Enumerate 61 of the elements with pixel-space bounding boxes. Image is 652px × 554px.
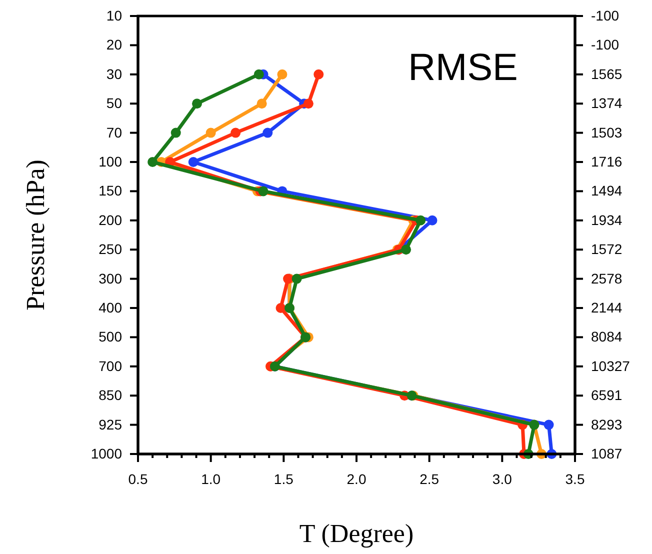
y-tick-label: 300 [98, 270, 122, 286]
point [277, 69, 288, 80]
y-tick-label: 70 [106, 124, 122, 140]
point [262, 128, 273, 138]
y2-tick-label: 1572 [591, 241, 622, 258]
point [314, 69, 324, 80]
point [303, 98, 314, 109]
y-tick-label: 30 [106, 66, 122, 82]
point [188, 157, 198, 167]
y-tick-label: 100 [98, 153, 122, 170]
y2-tick-label: 10327 [591, 358, 630, 374]
text: RMSE [408, 47, 518, 89]
point [148, 157, 158, 167]
y-axis-title: Pressure (hPa) [21, 160, 50, 310]
y2-tick-label: 8084 [591, 328, 622, 345]
point [170, 128, 181, 138]
y2-tick-label: 6591 [591, 387, 622, 404]
y-tick-label: 850 [98, 387, 122, 404]
point [292, 274, 302, 284]
y-tick-label: 700 [98, 358, 122, 374]
y2-tick-label: 1374 [591, 95, 622, 112]
point [258, 186, 268, 196]
y2-tick-label: 1503 [591, 124, 622, 140]
point [206, 128, 216, 138]
point [254, 69, 264, 80]
y-tick-label: 400 [98, 299, 122, 316]
y2-tick-label: 1716 [591, 153, 622, 170]
y2-tick-label: 8293 [591, 416, 622, 432]
point [416, 215, 426, 226]
y2-tick-label: 1934 [591, 212, 622, 228]
y2-tick-label: 2144 [591, 299, 622, 316]
y2-tick-label: 1494 [591, 182, 622, 199]
x-tick-label: 2.0 [346, 470, 366, 487]
x-axis-title: T (Degree) [299, 519, 414, 548]
x-tick-label: 3.5 [565, 470, 585, 487]
y-tick-label: 500 [98, 328, 122, 345]
y-tick-label: 250 [98, 241, 122, 258]
x-tick-label: 1.5 [274, 470, 294, 487]
y-tick-label: 925 [98, 416, 122, 432]
point [276, 303, 286, 313]
y2-tick-label: 2578 [591, 270, 622, 286]
y2-tick-label: -100 [591, 7, 620, 24]
y-tick-label: 20 [106, 36, 122, 53]
y2-tick-label: 1087 [591, 445, 622, 462]
y-tick-label: 1000 [90, 445, 122, 462]
y-tick-label: 150 [98, 182, 122, 199]
y-tick-label: 50 [106, 95, 122, 112]
point [230, 128, 241, 138]
y-tick-label: 200 [98, 212, 122, 228]
point [192, 98, 202, 109]
y2-tick-label: -100 [591, 36, 620, 53]
x-tick-label: 0.5 [128, 470, 148, 487]
y2-tick-label: 1565 [591, 66, 622, 82]
point [401, 244, 412, 255]
x-tick-label: 2.5 [420, 470, 440, 487]
point [544, 420, 554, 430]
y-tick-label: 10 [106, 7, 122, 24]
x-tick-label: 1.0 [201, 470, 221, 487]
point [427, 215, 438, 226]
point [256, 98, 267, 109]
x-tick-label: 3.0 [492, 470, 512, 487]
